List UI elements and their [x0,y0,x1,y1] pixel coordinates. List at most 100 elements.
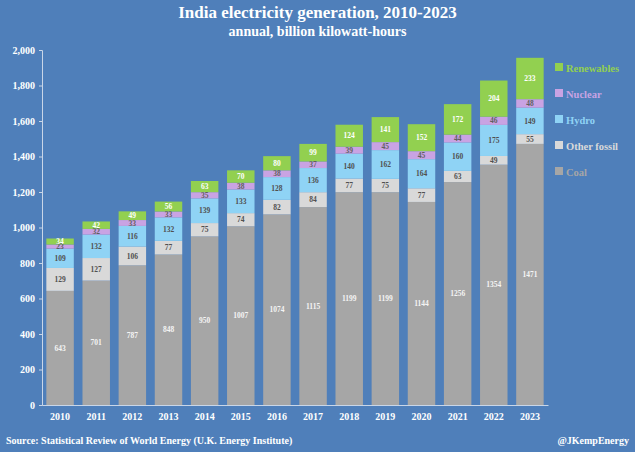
bar-segment [263,177,290,200]
data-label: 950 [199,316,211,325]
data-labels: 6437017878489501007107411151199119911441… [54,74,537,352]
data-label: 74 [237,215,245,224]
y-tick-mark [39,334,42,335]
data-label: 152 [416,133,428,142]
bar-segment [155,241,182,255]
x-tick-label: 2018 [339,411,359,422]
legend: RenewablesNuclearHydroOther fossilCoal [555,63,619,178]
bar-segment [299,207,326,405]
data-label: 38 [273,169,281,178]
bar-segment [408,159,435,188]
bar-segment [263,200,290,215]
data-label: 70 [237,172,245,181]
bar-segment [372,150,399,179]
bar-segment [444,142,471,170]
bar-segment [444,104,471,135]
bar-segment [46,249,73,268]
data-label: 128 [271,184,283,193]
data-label: 1115 [306,302,320,311]
data-label: 45 [382,142,390,151]
data-label: 45 [418,151,426,160]
data-label: 80 [273,159,281,168]
bar-segment [335,179,362,193]
legend-swatch [555,63,563,71]
y-tick-label: 600 [20,293,35,304]
y-tick-label: 200 [20,364,35,375]
legend-label: Renewables [566,63,619,74]
data-label: 149 [524,117,536,126]
bar-segment [516,134,543,144]
y-tick-label: 1,000 [13,222,36,233]
data-label: 39 [345,146,353,155]
bar-segment [335,192,362,405]
data-label: 44 [454,134,462,143]
x-tick: 2015 [231,405,251,422]
data-label: 175 [488,136,500,145]
y-tick-mark [39,370,42,371]
y-tick: 600 [20,293,42,304]
bar-segment [227,213,254,226]
data-label: 1354 [486,280,501,289]
legend-swatch [555,167,563,175]
x-tick-label: 2011 [86,411,105,422]
data-label: 172 [452,115,464,124]
data-label: 136 [307,176,319,185]
bar-segment [191,198,218,223]
bar-segment [516,58,543,99]
chart-svg: 6437017878489501007107411151199119911441… [0,0,635,452]
data-label: 1074 [269,305,284,314]
bar-segment [516,144,543,405]
subtitle: annual, billion kilowatt-hours [229,24,407,39]
data-label: 77 [345,181,353,190]
y-tick-label: 1,600 [13,116,36,127]
x-tick: 2018 [339,405,359,422]
bar-segment [227,170,254,182]
bar-segment [480,165,507,405]
data-label: 139 [199,206,211,215]
data-label: 109 [54,254,66,263]
bar-segment [299,144,326,162]
x-tick-label: 2016 [267,411,287,422]
bar-segment [444,135,471,143]
bar-segment [516,108,543,134]
bar-segment [480,156,507,165]
y-tick: 200 [20,364,42,375]
y-tick: 1,800 [13,80,43,91]
data-label: 63 [201,182,209,191]
bar-segment [408,202,435,405]
data-label: 42 [92,221,100,230]
legend-label: Coal [566,167,587,178]
x-tick-label: 2019 [375,411,395,422]
legend-label: Other fossil [566,141,618,152]
y-tick-mark [39,405,42,406]
y-tick-mark [39,157,42,158]
y-tick: 2,000 [13,45,43,56]
x-tick-label: 2023 [520,411,540,422]
x-tick: 2022 [484,405,504,422]
x-tick-label: 2020 [412,411,432,422]
data-label: 37 [309,160,317,169]
data-label: 1256 [450,289,465,298]
y-tick-mark [39,263,42,264]
bar-segment [155,217,182,240]
bar-segment [444,182,471,405]
x-tick-label: 2013 [159,411,179,422]
data-label: 49 [490,156,498,165]
data-label: 35 [201,191,209,200]
bar-segment [155,202,182,212]
bars [46,58,543,405]
bar-segment [516,99,543,108]
data-label: 141 [380,125,392,134]
bar-segment [444,171,471,182]
data-label: 124 [344,131,356,140]
x-tick: 2020 [412,405,432,422]
data-label: 160 [452,152,464,161]
data-label: 116 [127,232,138,241]
data-label: 106 [127,252,139,261]
data-label: 55 [526,135,534,144]
y-tick-mark [39,86,42,87]
y-tick: 0 [30,400,42,411]
y-tick-label: 800 [20,258,35,269]
data-label: 38 [237,182,245,191]
data-label: 133 [235,197,247,206]
